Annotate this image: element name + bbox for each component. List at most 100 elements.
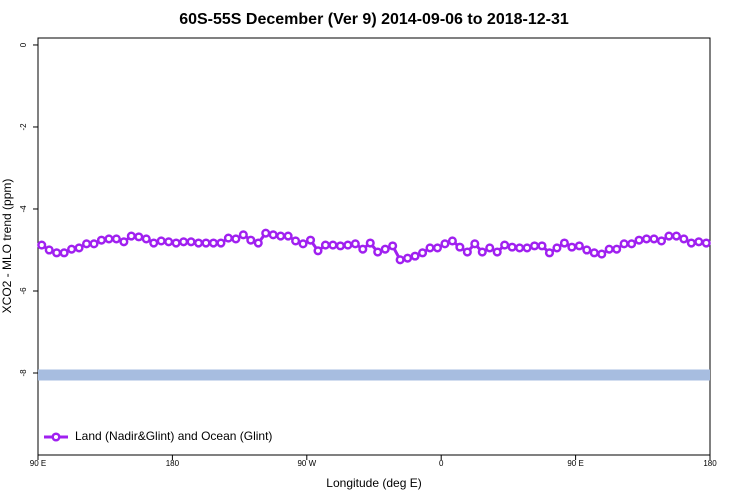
- y-axis-label: XCO2 - MLO trend (ppm): [0, 179, 14, 314]
- x-axis-label: Longitude (deg E): [326, 476, 421, 490]
- data-point: [141, 234, 151, 244]
- data-point: [380, 244, 390, 254]
- data-point: [477, 247, 487, 257]
- data-point: [537, 241, 547, 251]
- data-point: [529, 241, 540, 251]
- data-point: [231, 234, 241, 244]
- data-point: [574, 241, 584, 251]
- data-point: [455, 242, 465, 252]
- data-point: [283, 231, 293, 241]
- data-point: [223, 233, 233, 243]
- data-point: [694, 237, 704, 247]
- data-point: [701, 238, 711, 248]
- data-point: [111, 234, 121, 244]
- data-point: [507, 242, 517, 252]
- x-tick-label: 180: [703, 459, 717, 468]
- y-tick-label: -8: [19, 369, 28, 377]
- data-point: [343, 240, 353, 250]
- data-point: [597, 249, 607, 259]
- data-point: [612, 244, 622, 254]
- data-point: [350, 239, 360, 249]
- data-point: [164, 237, 174, 247]
- data-point: [104, 234, 114, 244]
- data-point: [81, 239, 92, 249]
- data-point: [74, 243, 84, 253]
- data-point: [627, 239, 637, 249]
- data-point: [604, 244, 614, 254]
- data-point: [470, 239, 480, 249]
- data-point: [253, 238, 263, 248]
- data-point: [268, 230, 278, 240]
- x-tick-label: 90 W: [297, 459, 316, 468]
- data-point: [373, 247, 383, 257]
- data-point: [515, 243, 525, 253]
- data-point: [500, 240, 510, 250]
- data-point: [238, 230, 248, 240]
- data-point: [567, 242, 577, 252]
- x-tick-label: 0: [439, 459, 444, 468]
- data-point: [193, 238, 204, 248]
- x-tick-label: 90 E: [567, 459, 583, 468]
- data-point: [89, 239, 99, 249]
- data-point: [261, 228, 271, 238]
- x-tick-label: 180: [166, 459, 180, 468]
- data-point: [96, 235, 107, 245]
- data-point: [619, 239, 629, 249]
- data-point: [335, 241, 345, 251]
- data-point: [403, 253, 413, 263]
- data-point: [656, 236, 667, 246]
- data-point: [522, 243, 532, 253]
- data-point: [589, 248, 599, 258]
- data-point: [298, 239, 308, 249]
- data-point: [649, 234, 659, 244]
- data-point: [559, 238, 569, 248]
- data-point: [313, 246, 323, 256]
- data-point: [201, 238, 211, 248]
- data-point: [358, 244, 368, 254]
- data-point: [417, 248, 428, 258]
- x-tick-label: 90 E: [30, 459, 46, 468]
- data-point: [216, 238, 226, 248]
- y-tick-label: 0: [19, 42, 28, 47]
- data-point: [552, 243, 562, 253]
- data-point: [410, 251, 420, 261]
- data-point: [67, 244, 77, 254]
- data-point: [171, 238, 181, 248]
- data-point: [388, 241, 398, 251]
- data-point: [134, 232, 144, 242]
- data-point: [432, 243, 443, 253]
- data-point: [320, 240, 331, 250]
- data-point: [582, 245, 592, 255]
- data-point: [149, 238, 159, 248]
- data-point: [276, 231, 286, 241]
- chart-title: 60S-55S December (Ver 9) 2014-09-06 to 2…: [179, 11, 569, 28]
- data-point: [179, 237, 189, 247]
- data-point: [664, 231, 674, 241]
- data-point: [440, 239, 450, 249]
- data-point: [686, 238, 696, 248]
- data-point: [544, 248, 555, 258]
- data-point: [52, 248, 62, 258]
- data-point: [634, 235, 644, 245]
- data-point: [119, 237, 129, 247]
- data-point: [186, 237, 196, 247]
- data-point: [156, 236, 166, 246]
- y-tick-label: -2: [19, 123, 28, 131]
- data-point: [492, 247, 502, 257]
- data-point: [462, 247, 472, 257]
- data-point: [246, 235, 256, 245]
- data-point: [447, 236, 457, 246]
- data-point: [59, 248, 69, 258]
- data-point: [305, 235, 316, 245]
- data-point: [395, 255, 405, 265]
- data-point: [208, 238, 219, 248]
- y-tick-label: -6: [19, 287, 28, 295]
- data-point: [37, 240, 47, 250]
- y-tick-label: -4: [19, 205, 28, 213]
- data-point: [425, 243, 435, 253]
- legend-label: Land (Nadir&Glint) and Ocean (Glint): [75, 429, 272, 443]
- data-point: [365, 238, 375, 248]
- data-point: [291, 236, 301, 246]
- data-point: [485, 243, 495, 253]
